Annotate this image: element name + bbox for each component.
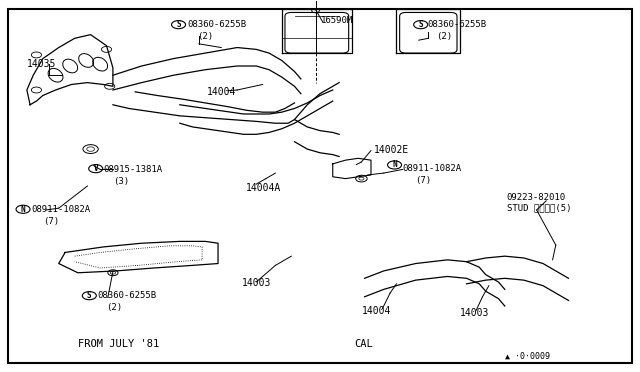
- Text: ▲ ·0·0009: ▲ ·0·0009: [505, 351, 550, 360]
- Text: 08911-1082A: 08911-1082A: [403, 164, 462, 173]
- Text: 14004: 14004: [207, 87, 237, 97]
- Text: (2): (2): [436, 32, 452, 41]
- Text: V: V: [93, 164, 98, 173]
- Text: 14004: 14004: [362, 306, 391, 316]
- Text: 14035: 14035: [27, 59, 56, 69]
- Text: 09223-82010: 09223-82010: [507, 193, 566, 202]
- Text: N: N: [20, 205, 26, 214]
- Text: STUD スタッド(5): STUD スタッド(5): [507, 203, 572, 212]
- Text: 08360-6255B: 08360-6255B: [97, 291, 156, 300]
- Text: N: N: [392, 160, 397, 170]
- Text: 08360-6255B: 08360-6255B: [188, 20, 246, 29]
- Text: S: S: [87, 291, 92, 300]
- Text: 16590M: 16590M: [321, 16, 353, 25]
- Text: 14004A: 14004A: [246, 183, 281, 193]
- Text: FROM JULY '81: FROM JULY '81: [78, 339, 159, 349]
- Text: 14003: 14003: [243, 278, 271, 288]
- Text: (7): (7): [43, 217, 59, 225]
- Text: 08915-1381A: 08915-1381A: [103, 165, 163, 174]
- Text: CAL: CAL: [354, 339, 372, 349]
- Text: (2): (2): [106, 303, 123, 312]
- Text: (2): (2): [197, 32, 213, 41]
- Text: 14002E: 14002E: [374, 145, 410, 155]
- Text: (7): (7): [415, 176, 432, 185]
- Text: S: S: [419, 20, 423, 29]
- Text: S: S: [176, 20, 181, 29]
- Text: 08911-1082A: 08911-1082A: [31, 205, 90, 214]
- Text: 14003: 14003: [460, 308, 490, 318]
- Text: (3): (3): [113, 177, 129, 186]
- Text: 08360-6255B: 08360-6255B: [427, 20, 486, 29]
